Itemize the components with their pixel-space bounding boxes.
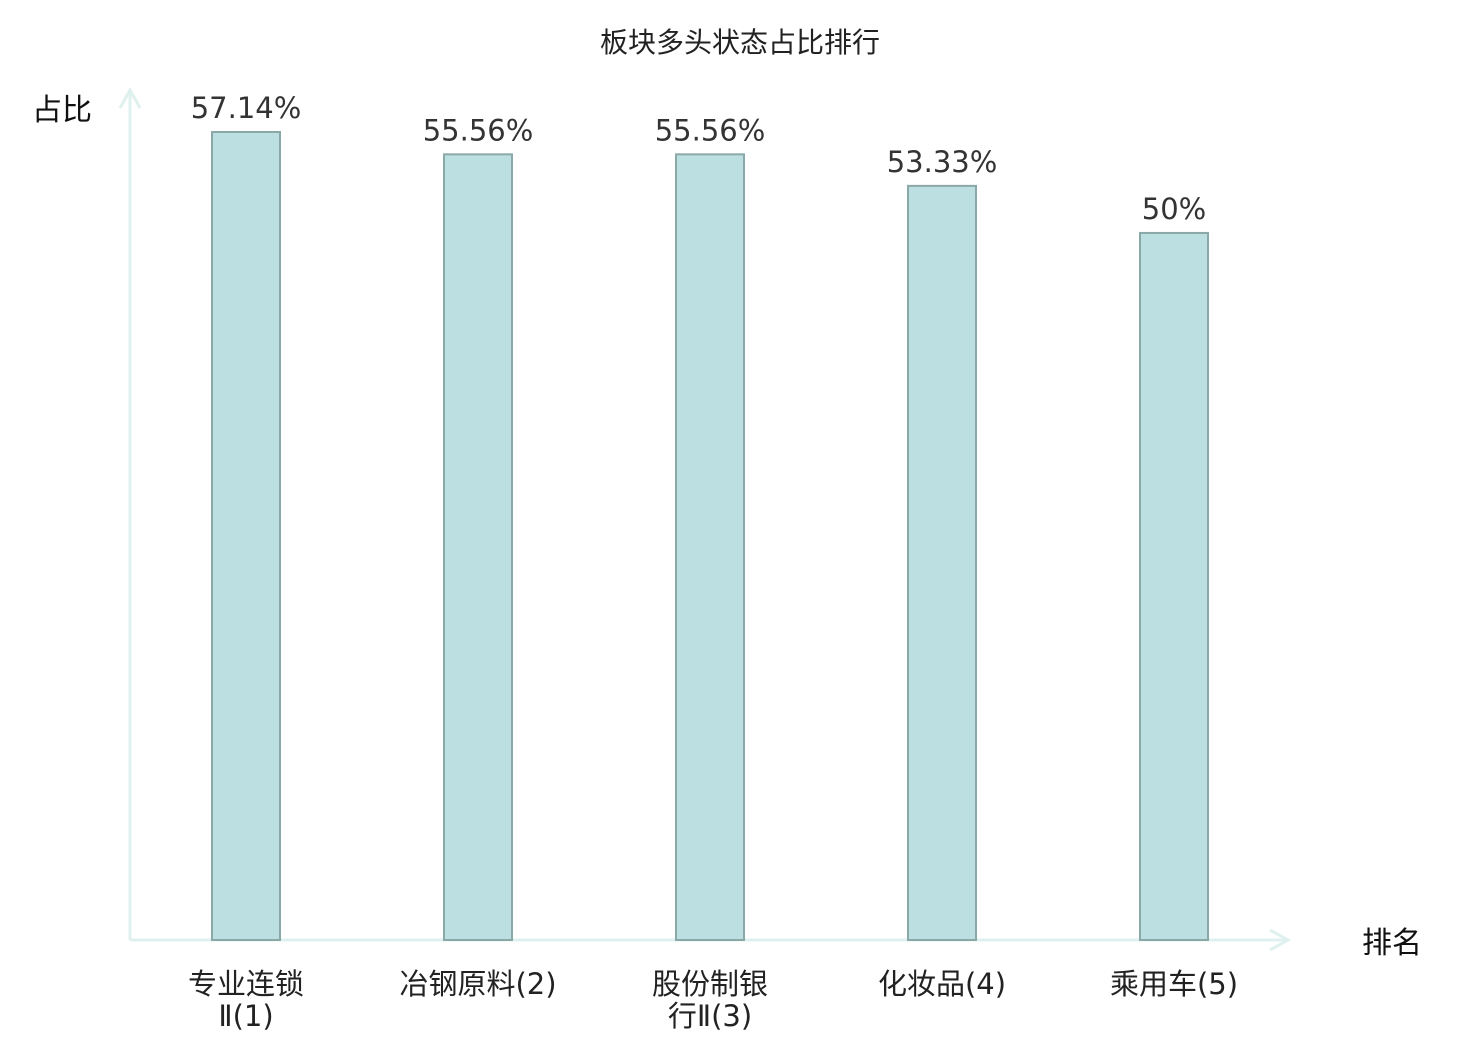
bar-value-label: 50% (1142, 192, 1206, 226)
value-labels-group: 57.14% 55.56% 55.56% 53.33% 50% (191, 91, 1207, 226)
y-axis-label: 占比 (32, 93, 92, 128)
chart-title: 板块多头状态占比排行 (600, 26, 880, 59)
category-label: 冶钢原料(2) (399, 967, 556, 1001)
category-label: 股份制银行Ⅱ(3) (652, 967, 768, 1033)
bar-value-label: 53.33% (887, 145, 998, 179)
x-axis-arrow (1269, 928, 1292, 952)
y-axis-arrow (118, 86, 142, 109)
category-label: 化妆品(4) (878, 967, 1006, 1001)
bar (443, 153, 513, 941)
bar (675, 153, 745, 941)
category-label-line: 专业连锁 (188, 967, 304, 1001)
bar (211, 131, 281, 941)
bar (1139, 231, 1209, 941)
category-label-line: 行Ⅱ(3) (668, 999, 752, 1033)
bar-value-label: 55.56% (655, 113, 766, 147)
category-labels-group: 专业连锁 Ⅱ(1) 冶钢原料(2) 股份制银行Ⅱ(3) 化妆品(4) 乘用车(5) (188, 967, 1238, 1033)
category-label-line: 乘用车(5) (1110, 967, 1238, 1001)
bars-group (211, 131, 1209, 941)
bar (907, 184, 977, 941)
bar-value-label: 55.56% (423, 113, 534, 147)
category-label: 乘用车(5) (1110, 967, 1238, 1001)
category-label-line: 股份制银 (652, 967, 768, 1001)
category-label-line: Ⅱ(1) (218, 999, 273, 1033)
category-label-line: 冶钢原料(2) (399, 967, 556, 1001)
category-label-line: 化妆品(4) (878, 967, 1006, 1001)
category-label: 专业连锁 Ⅱ(1) (188, 967, 304, 1033)
x-axis-label: 排名 (1362, 926, 1422, 961)
bar-value-label: 57.14% (191, 91, 302, 125)
